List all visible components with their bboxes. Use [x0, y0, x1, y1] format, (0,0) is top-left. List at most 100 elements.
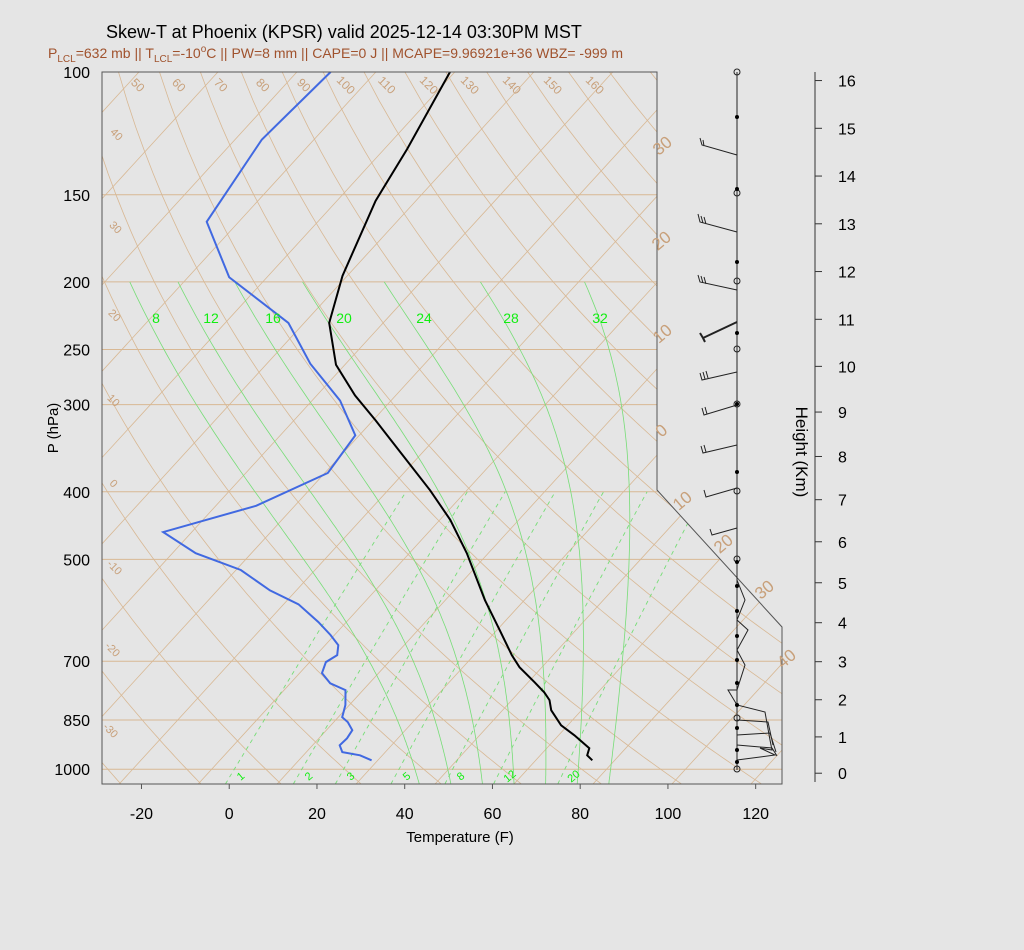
chart-title: Skew-T at Phoenix (KPSR) valid 2025-12-1…	[106, 22, 582, 42]
dry-adiabat	[102, 72, 522, 784]
y-tick-label: 700	[63, 654, 90, 671]
isotherm	[102, 72, 614, 784]
isotherm	[102, 72, 298, 784]
dry-adiabat	[200, 72, 782, 784]
wind-dot	[735, 331, 739, 335]
chart-subtitle: PLCL=632 mb || TLCL=-10oC || PW=8 mm || …	[48, 44, 623, 65]
x-tick-label: 0	[225, 806, 234, 823]
wind-barb	[697, 274, 738, 291]
subtitle-part: P	[48, 45, 57, 61]
moist-adiabat-label: 12	[203, 310, 219, 326]
dry-adiabat	[322, 72, 782, 784]
x-tick-label: 120	[742, 806, 769, 823]
x-tick-label: 60	[484, 806, 502, 823]
mixing-ratio-line	[444, 491, 604, 784]
wind-calm	[733, 345, 741, 353]
wind-barb	[701, 404, 738, 416]
y-tick-label: 1000	[54, 762, 90, 779]
x-tick-label: -20	[130, 806, 153, 823]
wind-dots	[735, 115, 739, 764]
height-tick-label: 3	[838, 655, 847, 672]
wind-calm	[733, 714, 741, 722]
wind-dot	[735, 584, 739, 588]
moist-adiabat-label: 28	[503, 310, 519, 326]
height-tick-label: 11	[838, 312, 855, 329]
y-tick-label: 100	[63, 65, 90, 82]
isotherm	[102, 72, 377, 784]
height-tick-label: 14	[838, 169, 856, 186]
wind-dot	[735, 634, 739, 638]
wind-dot	[735, 681, 739, 685]
wind-dot	[735, 760, 739, 764]
dry-adiabat	[363, 72, 782, 784]
moist-adiabat-label: 20	[336, 310, 352, 326]
wind-calm	[733, 400, 741, 408]
wind-dot	[735, 658, 739, 662]
height-tick-label: 15	[838, 121, 856, 138]
wind-dot	[735, 402, 739, 406]
height-tick-label: 0	[838, 766, 847, 783]
isotherm	[671, 72, 782, 784]
moist-adiabat	[383, 281, 547, 784]
wind-dot	[735, 703, 739, 707]
height-tick-label: 8	[838, 449, 847, 466]
isotherm	[102, 72, 456, 784]
x-tick-label: 40	[396, 806, 414, 823]
moist-adiabat-label: 24	[416, 310, 432, 326]
isotherm	[102, 72, 535, 784]
wind-dot	[735, 748, 739, 752]
moist-adiabat-label: 8	[152, 310, 160, 326]
wind-dot	[735, 726, 739, 730]
mixing-ratio-line	[292, 491, 468, 784]
wind-dot	[735, 187, 739, 191]
wind-barb	[703, 487, 738, 498]
isotherm	[102, 72, 219, 784]
x-tick-label: 100	[655, 806, 682, 823]
moist-adiabat-label: 16	[265, 310, 281, 326]
height-axis-label: Height (Km)	[792, 407, 811, 498]
height-tick-label: 16	[838, 74, 856, 91]
height-tick-label: 2	[838, 693, 847, 710]
y-tick-label: 400	[63, 485, 90, 502]
mixing-ratio-line	[390, 491, 556, 784]
height-tick-label: 7	[838, 493, 847, 510]
dry-adiabat	[102, 72, 602, 784]
wind-barb-cluster	[727, 579, 777, 761]
y-tick-label: 300	[63, 398, 90, 415]
dry-adiabat	[102, 72, 202, 784]
y-tick-label: 850	[63, 713, 90, 730]
wind-calm	[733, 68, 741, 76]
isotherm	[513, 72, 782, 784]
moist-adiabat	[177, 281, 452, 784]
wind-calm	[733, 765, 741, 773]
dry-adiabat	[404, 72, 782, 784]
subtitle-part: C || PW=8 mm || CAPE=0 J || MCAPE=9.9692…	[206, 45, 623, 61]
dry-adiabat	[281, 72, 782, 784]
y-axis-label: P (hPa)	[45, 403, 62, 454]
moist-adiabat	[234, 281, 483, 784]
plot-frame	[101, 71, 783, 785]
moist-adiabat	[302, 281, 515, 784]
height-tick-label: 1	[838, 730, 847, 747]
wind-calm	[733, 277, 741, 285]
mixing-ratio-line	[334, 491, 506, 784]
x-tick-label: 20	[308, 806, 326, 823]
dry-adiabat	[102, 72, 282, 784]
x-axis-label: Temperature (F)	[406, 829, 514, 846]
x-tick-label: 80	[571, 806, 589, 823]
height-tick-label: 5	[838, 576, 847, 593]
wind-dot	[735, 560, 739, 564]
wind-barb	[697, 213, 738, 233]
wind-barb	[699, 137, 738, 156]
height-tick-label: 6	[838, 535, 847, 552]
isotherm	[592, 72, 782, 784]
wind-dot	[735, 470, 739, 474]
subtitle-part: =632 mb || T	[76, 45, 155, 61]
y-tick-label: 200	[63, 275, 90, 292]
y-tick-label: 500	[63, 552, 90, 569]
wind-barb	[699, 370, 738, 381]
dry-adiabat	[240, 72, 782, 784]
background-lines	[102, 72, 782, 784]
